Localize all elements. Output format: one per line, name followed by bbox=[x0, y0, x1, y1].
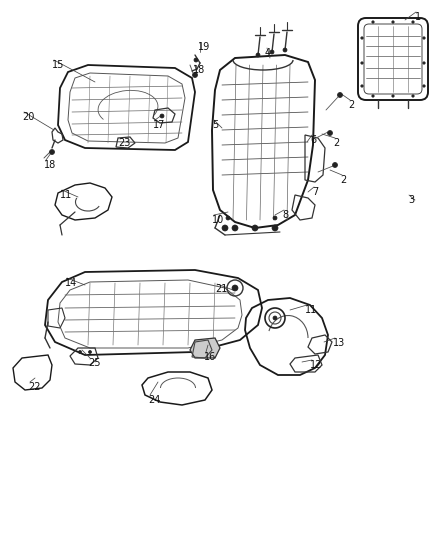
Circle shape bbox=[283, 48, 287, 52]
Text: 2: 2 bbox=[348, 100, 354, 110]
Circle shape bbox=[226, 216, 230, 220]
Text: 13: 13 bbox=[333, 338, 345, 348]
Circle shape bbox=[78, 351, 81, 353]
Text: 7: 7 bbox=[312, 187, 318, 197]
Circle shape bbox=[423, 37, 425, 39]
Polygon shape bbox=[190, 338, 220, 358]
Circle shape bbox=[273, 316, 277, 320]
Circle shape bbox=[361, 85, 363, 87]
Text: 21: 21 bbox=[215, 284, 227, 294]
Circle shape bbox=[372, 95, 374, 97]
Text: 11: 11 bbox=[60, 190, 72, 200]
Circle shape bbox=[222, 225, 228, 231]
Text: 10: 10 bbox=[212, 215, 224, 225]
Circle shape bbox=[273, 216, 277, 220]
Circle shape bbox=[372, 21, 374, 23]
Circle shape bbox=[88, 351, 92, 353]
Circle shape bbox=[49, 149, 54, 155]
Text: 15: 15 bbox=[52, 60, 64, 70]
Circle shape bbox=[412, 21, 414, 23]
Circle shape bbox=[194, 58, 198, 62]
Text: 18: 18 bbox=[193, 65, 205, 75]
Text: 4: 4 bbox=[265, 48, 271, 58]
Text: 2: 2 bbox=[333, 138, 339, 148]
Text: 19: 19 bbox=[198, 42, 210, 52]
Circle shape bbox=[328, 131, 332, 135]
Circle shape bbox=[392, 21, 394, 23]
Text: 3: 3 bbox=[408, 195, 414, 205]
Circle shape bbox=[361, 37, 363, 39]
Text: 22: 22 bbox=[28, 382, 40, 392]
Circle shape bbox=[232, 225, 238, 231]
Circle shape bbox=[272, 225, 278, 231]
Circle shape bbox=[423, 85, 425, 87]
Text: 18: 18 bbox=[44, 160, 56, 170]
Text: 23: 23 bbox=[118, 138, 131, 148]
Text: 17: 17 bbox=[153, 120, 166, 130]
Circle shape bbox=[256, 53, 260, 57]
Circle shape bbox=[361, 62, 363, 64]
Circle shape bbox=[252, 225, 258, 231]
Text: 2: 2 bbox=[340, 175, 346, 185]
Circle shape bbox=[338, 93, 343, 98]
Circle shape bbox=[412, 95, 414, 97]
Circle shape bbox=[160, 114, 164, 118]
Circle shape bbox=[232, 285, 238, 291]
Text: 16: 16 bbox=[204, 352, 216, 362]
Text: 24: 24 bbox=[148, 395, 160, 405]
Circle shape bbox=[423, 62, 425, 64]
Circle shape bbox=[192, 72, 198, 77]
Text: 25: 25 bbox=[88, 358, 100, 368]
Text: 6: 6 bbox=[310, 135, 316, 145]
Circle shape bbox=[392, 95, 394, 97]
Text: 5: 5 bbox=[212, 120, 218, 130]
Text: 20: 20 bbox=[22, 112, 34, 122]
Text: 11: 11 bbox=[305, 305, 317, 315]
Text: 8: 8 bbox=[282, 210, 288, 220]
Text: 14: 14 bbox=[65, 278, 77, 288]
Text: 1: 1 bbox=[415, 12, 421, 22]
Circle shape bbox=[270, 50, 274, 54]
Text: 12: 12 bbox=[310, 360, 322, 370]
Circle shape bbox=[332, 163, 338, 167]
